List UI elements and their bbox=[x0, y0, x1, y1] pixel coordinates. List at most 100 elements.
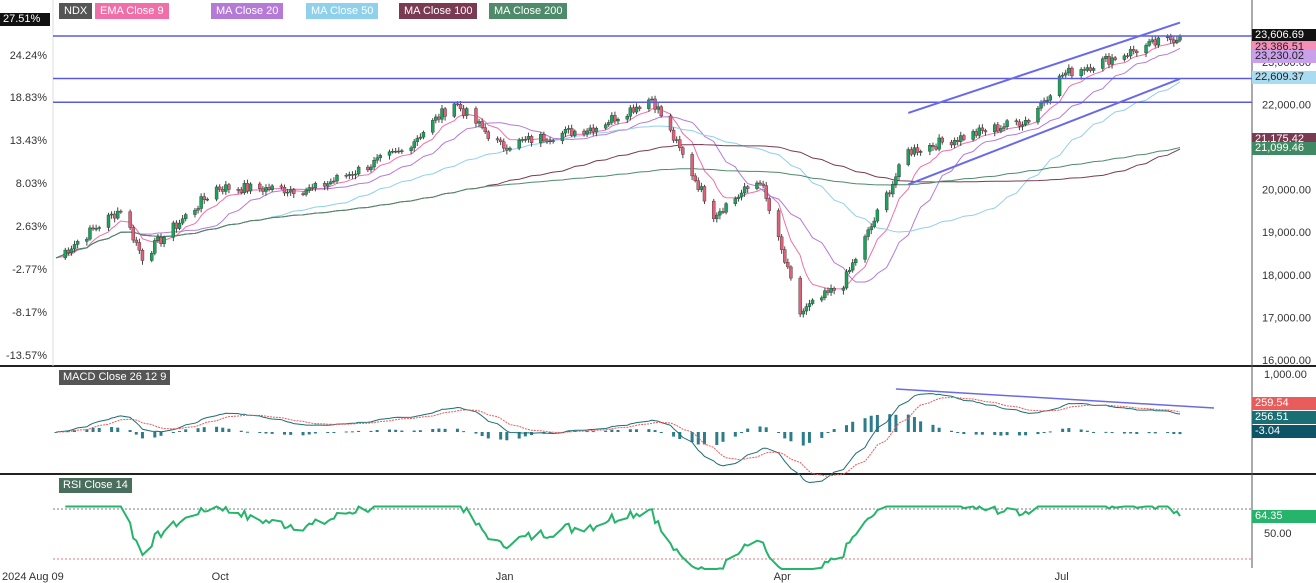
macd-histogram-bar bbox=[270, 432, 274, 434]
candle-body bbox=[474, 108, 478, 124]
candle-body bbox=[977, 127, 981, 136]
candle-body bbox=[786, 262, 790, 268]
candle-body bbox=[962, 135, 966, 140]
candle-body bbox=[221, 189, 225, 192]
candle-body bbox=[282, 187, 287, 194]
candle-body bbox=[177, 222, 182, 229]
macd-histogram-bar bbox=[733, 432, 737, 437]
macd-histogram-bar bbox=[258, 432, 262, 433]
macd-histogram-bar bbox=[1122, 432, 1126, 434]
macd-histogram-bar bbox=[375, 430, 379, 432]
candle-body bbox=[94, 228, 98, 230]
candle-body bbox=[1014, 120, 1019, 123]
macd-histogram-bar bbox=[1017, 432, 1021, 436]
x-tick-label: Apr bbox=[774, 571, 791, 583]
candle-body bbox=[915, 147, 920, 153]
candle-body bbox=[97, 227, 101, 229]
macd-histogram-bar bbox=[974, 432, 978, 435]
candle-body bbox=[1147, 41, 1151, 46]
candle-body bbox=[625, 116, 629, 120]
macd-histogram-bar bbox=[313, 432, 317, 434]
candle-body bbox=[993, 124, 997, 133]
macd-tick-label: 1,000.00 bbox=[1264, 369, 1307, 381]
candle-body bbox=[196, 208, 200, 211]
candle-body bbox=[137, 242, 142, 251]
macd-histogram-bar bbox=[604, 430, 608, 432]
candle-body bbox=[610, 115, 614, 123]
macd-histogram-bar bbox=[283, 432, 287, 435]
legend-item[interactable]: MA Close 20 bbox=[211, 3, 284, 19]
macd-histogram-bar bbox=[394, 429, 398, 432]
candle-body bbox=[1172, 39, 1176, 43]
macd-histogram-bar bbox=[153, 432, 157, 438]
ma-200-line bbox=[55, 147, 1181, 259]
price-tick-label: 19,000.00 bbox=[1262, 227, 1311, 239]
macd-histogram-bar bbox=[455, 428, 459, 432]
candle-body bbox=[285, 191, 290, 194]
candle-body bbox=[647, 99, 651, 109]
candle-body bbox=[106, 214, 111, 228]
percent-tick-label: 13.43% bbox=[10, 135, 48, 147]
candle-body bbox=[891, 183, 895, 195]
candle-body bbox=[156, 237, 160, 241]
candle-body bbox=[866, 229, 870, 237]
candle-body bbox=[109, 213, 114, 216]
legend-item[interactable]: NDX bbox=[59, 3, 93, 19]
candle-body bbox=[847, 269, 852, 272]
macd-histogram-bar bbox=[227, 428, 231, 432]
candle-body bbox=[390, 151, 395, 153]
candle-body bbox=[594, 127, 599, 133]
candle-body bbox=[863, 236, 867, 260]
candle-body bbox=[85, 238, 89, 242]
candle-body bbox=[1091, 68, 1096, 71]
legend-item[interactable]: MA Close 50 bbox=[306, 3, 379, 19]
candle-body bbox=[505, 147, 509, 151]
candle-body bbox=[758, 182, 762, 185]
candle-body bbox=[332, 180, 336, 183]
candle-body bbox=[804, 306, 809, 312]
candle-body bbox=[483, 127, 487, 133]
candle-body bbox=[502, 141, 506, 149]
macd-histogram-bar bbox=[807, 432, 811, 443]
macd-histogram-bar bbox=[91, 427, 95, 432]
candle-body bbox=[242, 183, 247, 193]
macd-histogram-bar bbox=[999, 432, 1003, 436]
candle-body bbox=[702, 186, 707, 202]
candle-body bbox=[440, 108, 444, 120]
candle-body bbox=[566, 128, 571, 130]
candle-body bbox=[1104, 56, 1108, 59]
candle-body bbox=[529, 136, 534, 144]
macd-histogram-bar bbox=[486, 432, 490, 439]
candle-body bbox=[461, 108, 466, 116]
candle-body bbox=[412, 141, 416, 149]
macd-histogram-bar bbox=[962, 432, 966, 435]
trend-channel-lower bbox=[907, 77, 1181, 186]
candle-body bbox=[789, 266, 793, 279]
macd-histogram-bar bbox=[523, 432, 527, 437]
candle-body bbox=[119, 210, 123, 213]
candle-body bbox=[372, 160, 376, 168]
candle-body bbox=[267, 187, 271, 190]
candle-body bbox=[1036, 107, 1040, 123]
macd-histogram-bar bbox=[215, 426, 219, 432]
candle-body bbox=[613, 115, 617, 122]
legend-item[interactable]: MA Close 100 bbox=[399, 3, 478, 19]
legend-item[interactable]: EMA Close 9 bbox=[95, 3, 169, 19]
candle-body bbox=[983, 130, 988, 133]
candle-body bbox=[869, 226, 873, 231]
candle-body bbox=[539, 134, 543, 144]
candle-body bbox=[996, 124, 1000, 132]
macd-histogram-bar bbox=[307, 432, 311, 435]
legend-item[interactable]: MA Close 200 bbox=[489, 3, 568, 19]
candle-body bbox=[326, 183, 330, 187]
ma-50-line bbox=[55, 81, 1181, 259]
candle-body bbox=[545, 140, 549, 143]
candle-body bbox=[1064, 72, 1068, 76]
candle-body bbox=[767, 198, 772, 211]
candle-body bbox=[397, 150, 401, 153]
ma-20-line bbox=[55, 47, 1181, 283]
candle-body bbox=[1057, 75, 1062, 96]
candle-body bbox=[431, 120, 435, 133]
candle-body bbox=[560, 132, 565, 141]
